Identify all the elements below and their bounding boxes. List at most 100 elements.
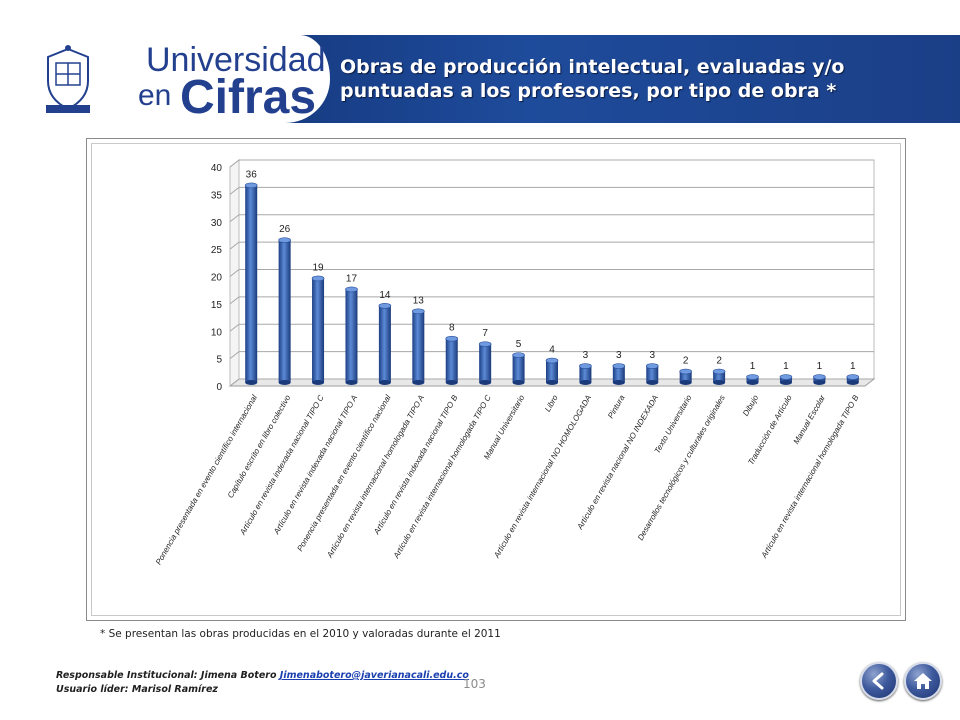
data-label: 13	[413, 295, 425, 306]
data-label: 3	[583, 350, 589, 361]
bar-cap	[746, 374, 759, 380]
x-tick-label: Dibujo	[741, 393, 760, 418]
bar-body	[345, 289, 358, 383]
chart-area	[91, 143, 901, 616]
bar-base	[278, 380, 291, 385]
bar-body	[579, 366, 592, 383]
bar-base	[612, 380, 625, 385]
data-label: 1	[850, 361, 856, 372]
x-tick-label: Texto Universitario	[653, 393, 694, 455]
bar-cap	[712, 368, 726, 375]
bar-body	[679, 371, 692, 383]
bar-cap	[813, 374, 826, 380]
bar	[412, 308, 425, 385]
bar-base	[646, 380, 659, 385]
bar-base	[245, 380, 258, 385]
data-label: 2	[716, 356, 722, 367]
y-tick-label: 10	[211, 327, 223, 338]
bar-base	[779, 380, 792, 385]
y-tick-label: 40	[211, 163, 223, 174]
y-tick-label: 30	[211, 218, 223, 229]
bar-base	[512, 380, 525, 385]
bar-base	[345, 380, 358, 385]
bar-body	[546, 360, 558, 383]
bar	[345, 286, 358, 385]
page-title: Obras de producción intelectual, evaluad…	[340, 56, 845, 102]
data-label: 1	[750, 361, 756, 372]
bar-body	[445, 338, 458, 383]
bar-cap	[345, 286, 358, 293]
data-label: 1	[817, 361, 823, 372]
bar	[645, 363, 659, 385]
bar-cap	[579, 363, 592, 369]
bar-base	[713, 380, 726, 385]
page-number: 103	[463, 677, 486, 691]
bar	[679, 368, 692, 385]
footnote: * Se presentan las obras producidas en e…	[100, 628, 501, 640]
gridline	[229, 241, 874, 250]
bar-body	[245, 185, 258, 383]
bar-cap	[512, 352, 525, 358]
bar-cap	[445, 335, 459, 342]
x-tick-label: Pintura	[606, 393, 627, 420]
bar	[813, 374, 826, 385]
bar-base	[312, 380, 325, 385]
bar	[378, 303, 392, 385]
data-label: 7	[482, 328, 488, 339]
header-banner: Universidad en Cifras Obras de producció…	[0, 35, 960, 124]
bar	[545, 357, 559, 385]
data-label: 17	[346, 273, 358, 284]
bar-cap	[779, 374, 793, 380]
bar-base	[813, 380, 826, 385]
bar-cap	[478, 341, 492, 347]
bar-body	[278, 240, 291, 383]
bar	[278, 237, 291, 385]
bar-cap	[278, 237, 291, 243]
data-label: 4	[549, 345, 555, 356]
gridline	[229, 351, 874, 360]
data-label: 8	[449, 323, 455, 334]
bar-body	[646, 366, 659, 383]
bar-cap	[679, 368, 692, 375]
data-label: 5	[516, 339, 522, 350]
bar-cap	[412, 308, 425, 315]
bar-cap	[645, 363, 659, 369]
bar-cap	[244, 182, 258, 189]
x-tick-label: Capítulo escrito en libro colectivo	[226, 393, 293, 500]
data-label: 36	[246, 169, 258, 180]
brand-panel: Universidad en Cifras	[0, 35, 330, 124]
bar	[244, 182, 258, 385]
y-tick-label: 35	[211, 190, 223, 201]
bar-base	[445, 380, 458, 385]
y-tick-label: 0	[216, 382, 222, 393]
gridline	[229, 214, 874, 223]
bar-body	[479, 344, 492, 383]
responsible-email-link[interactable]: Jimenabotero@javerianacali.edu.co	[279, 670, 469, 681]
bar	[846, 374, 860, 385]
bar-base	[679, 380, 692, 385]
data-label: 2	[683, 356, 689, 367]
home-button[interactable]	[904, 662, 942, 700]
bar-body	[612, 366, 625, 383]
responsible-label: Responsable Institucional: Jimena Botero	[56, 670, 280, 681]
back-arrow-icon	[872, 672, 884, 690]
data-label: 3	[649, 350, 655, 361]
bar-base	[746, 380, 759, 385]
bar-cap	[378, 303, 392, 309]
user-line: Usuario líder: Marisol Ramírez	[56, 684, 218, 695]
gridline	[229, 159, 874, 168]
bar-body	[713, 371, 726, 383]
bar-base	[479, 380, 492, 385]
bar-body	[378, 305, 391, 383]
gridline	[229, 323, 874, 332]
y-tick-label: 20	[211, 273, 223, 284]
data-label: 3	[616, 350, 622, 361]
bar	[712, 368, 726, 385]
bar-base	[412, 380, 425, 385]
bar-cap	[612, 363, 626, 369]
back-button[interactable]	[860, 662, 898, 700]
university-crest-icon	[46, 45, 90, 113]
data-label: 19	[312, 262, 324, 273]
bar-base	[378, 380, 391, 385]
bar	[478, 341, 492, 385]
